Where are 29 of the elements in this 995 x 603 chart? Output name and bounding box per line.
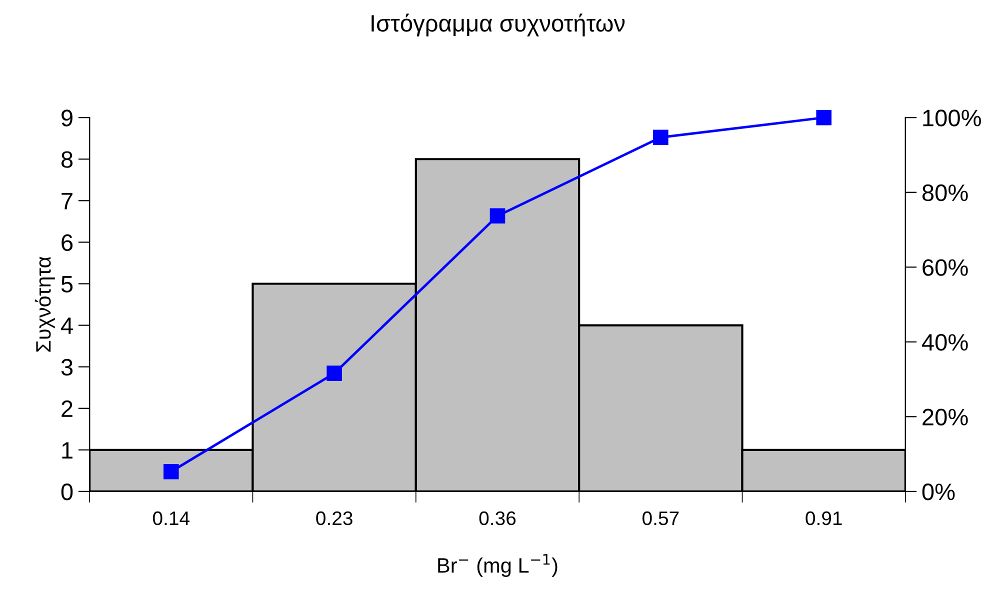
y-tick-label: 7 (62, 192, 72, 210)
y-tick-label: 8 (61, 151, 73, 168)
y2-tick-label: 40% (922, 334, 968, 351)
x-tick-label: 0.57 (642, 511, 679, 526)
x-tick-label: 0.14 (152, 511, 190, 526)
y-tick-label: 9 (62, 110, 72, 126)
point (653, 130, 668, 146)
y2-tick-label: 60% (922, 259, 968, 276)
y2-tick-label: 20% (922, 408, 968, 426)
y2-tick-label: 100% (923, 110, 981, 126)
point (816, 110, 832, 126)
x-axis-title: Br$^{−}$ (mg L$^{−1}$) (438, 554, 558, 577)
x-tick-label: 0.23 (316, 511, 352, 526)
y2-tick-label: 80% (922, 184, 968, 202)
point (490, 208, 506, 224)
y-tick-label: 1 (62, 442, 72, 458)
y2-tick-label: 0% (922, 484, 955, 500)
y-tick-label: 6 (62, 234, 73, 251)
y-tick-label: 4 (60, 318, 73, 334)
x-tick-label: 0.91 (806, 511, 842, 526)
y-tick-label: 5 (61, 276, 73, 293)
y-tick-label: 3 (61, 358, 73, 376)
point (326, 366, 342, 381)
y-axis-title: Συχνότητα (34, 256, 55, 352)
chart-title: Ιστόγραμμα συχνοτήτων (372, 14, 625, 36)
point (164, 464, 179, 480)
y-tick-label: 2 (62, 400, 72, 417)
x-tick-label: 0.36 (479, 511, 516, 526)
y-tick-label: 0 (61, 484, 73, 500)
